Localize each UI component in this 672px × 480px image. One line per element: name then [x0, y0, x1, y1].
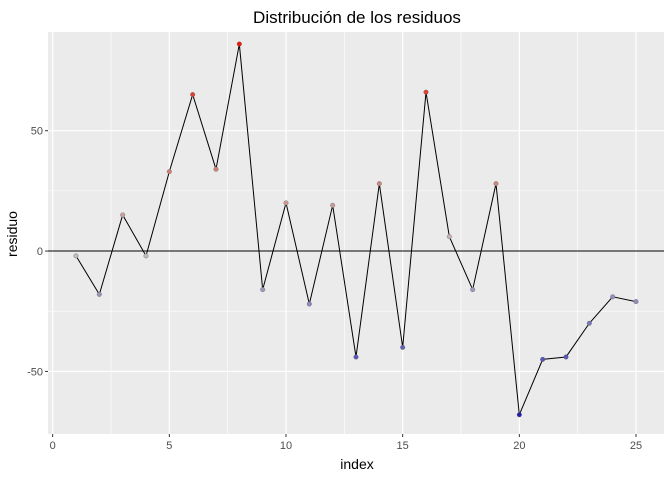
y-tick-label: -50 — [27, 366, 43, 378]
x-tick-label: 5 — [166, 440, 172, 452]
data-point — [213, 166, 219, 172]
grid-lines — [48, 32, 664, 434]
plot-panel — [48, 32, 664, 434]
data-point — [166, 169, 172, 175]
data-point — [283, 200, 289, 206]
data-point — [400, 344, 406, 350]
x-tick-label: 0 — [50, 440, 56, 452]
data-point — [493, 181, 499, 187]
data-point — [540, 356, 546, 362]
x-tick-label: 25 — [630, 440, 642, 452]
data-point — [423, 89, 429, 95]
x-tick-label: 15 — [397, 440, 409, 452]
data-point — [73, 253, 79, 259]
x-axis: 0 5 10 15 20 25 — [50, 434, 642, 452]
data-point — [376, 181, 382, 187]
data-point — [236, 41, 242, 47]
chart-title: Distribución de los residuos — [253, 8, 461, 27]
y-tick-label: 50 — [31, 126, 43, 138]
data-point — [446, 234, 452, 240]
x-tick-label: 20 — [513, 440, 525, 452]
data-point — [516, 412, 522, 418]
data-point — [563, 354, 569, 360]
y-axis: -50 0 50 — [27, 126, 48, 378]
data-points — [73, 41, 639, 418]
data-point — [306, 301, 312, 307]
data-point — [586, 320, 592, 326]
data-point — [260, 287, 266, 293]
y-axis-title: residuo — [4, 211, 20, 257]
data-point — [190, 92, 196, 98]
data-point — [330, 202, 336, 208]
data-point — [610, 294, 616, 300]
data-point — [120, 212, 126, 218]
data-point — [96, 291, 102, 297]
x-axis-title: index — [340, 456, 373, 472]
x-tick-label: 10 — [280, 440, 292, 452]
data-point — [470, 287, 476, 293]
data-point — [633, 299, 639, 305]
data-point — [143, 253, 149, 259]
data-point — [353, 354, 359, 360]
y-tick-label: 0 — [37, 246, 43, 258]
